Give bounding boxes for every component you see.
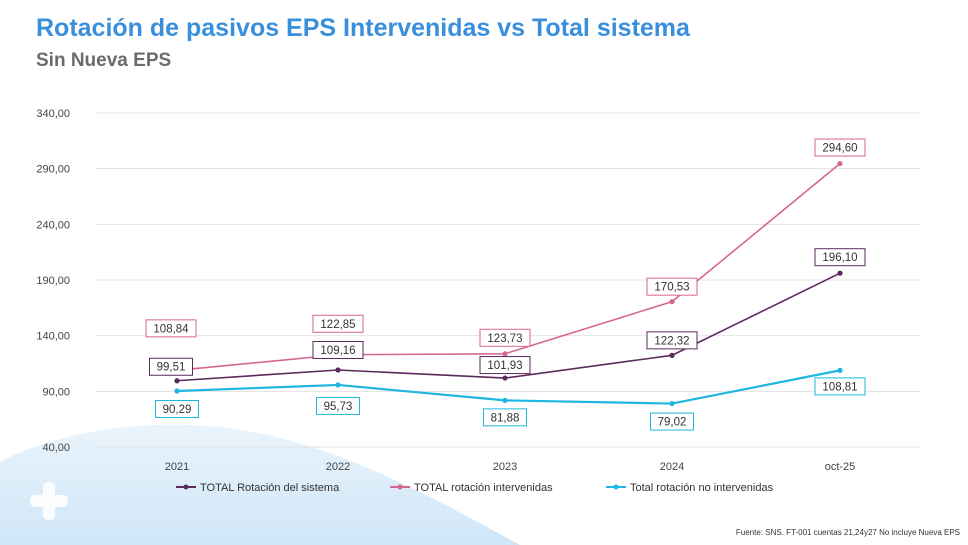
data-label-box [814,138,866,157]
data-label-box [814,377,866,396]
data-label: 101,93 [487,360,522,372]
legend-label: TOTAL rotación intervenidas [414,482,553,494]
data-label-box [479,328,531,347]
data-label: 90,29 [163,404,192,416]
page-title: Rotación de pasivos EPS Intervenidas vs … [36,14,690,42]
data-label: 196,10 [822,252,857,264]
data-label-box [316,396,360,415]
data-point [669,400,675,407]
data-label: 108,81 [822,381,857,393]
legend-marker [397,484,403,490]
legend-marker [183,484,189,490]
data-label-box [149,357,193,376]
data-point [669,299,675,305]
data-label: 170,53 [654,282,689,294]
plus-icon [30,482,68,520]
data-label-box [312,341,364,360]
y-tick-label: 190,00 [36,275,70,287]
y-tick-label: 40,00 [42,442,70,454]
x-tick-label: 2023 [493,461,517,473]
x-tick-label: 2022 [326,461,350,473]
data-point [837,160,843,167]
data-point [335,382,341,388]
data-point [174,388,180,394]
data-label: 99,51 [157,362,186,374]
series-line [176,369,841,405]
data-label: 108,84 [153,323,189,335]
data-label: 294,60 [822,143,857,155]
data-label: 95,73 [324,401,353,413]
data-label: 123,73 [487,333,522,345]
legend-marker [613,484,619,490]
data-label-box [145,319,197,338]
y-tick-label: 140,00 [36,331,70,343]
source-note: Fuente: SNS. FT-001 cuentas 21,24y27 No … [735,528,960,537]
data-point [174,378,180,384]
data-point [837,367,843,373]
y-tick-label: 240,00 [36,219,70,231]
x-tick-label: oct-25 [825,461,856,473]
y-tick-label: 90,00 [42,386,70,398]
data-label: 79,02 [658,417,687,429]
data-label-box [479,356,531,375]
data-label-box [814,248,866,267]
data-label-box [483,408,527,427]
x-tick-label: 2024 [660,461,684,473]
data-label-box [646,331,698,350]
data-point [502,351,508,357]
data-label-box [646,277,698,296]
data-label-box [155,400,199,419]
data-point [335,367,341,373]
data-point [502,375,508,381]
data-point [837,270,843,276]
data-point [669,352,675,358]
y-tick-label: 290,00 [36,164,70,176]
page-subtitle: Sin Nueva EPS [36,50,172,71]
x-tick-label: 2021 [165,461,189,473]
data-label-box [312,314,364,333]
data-point [502,397,508,403]
data-label: 81,88 [491,412,520,424]
legend-label: TOTAL Rotación del sistema [200,482,340,494]
data-label: 122,85 [320,319,355,331]
y-tick-label: 340,00 [36,108,70,120]
data-label: 109,16 [320,345,355,357]
data-label: 122,32 [654,335,689,347]
data-label-box [650,412,694,431]
legend-label: Total rotación no intervenidas [630,482,774,494]
